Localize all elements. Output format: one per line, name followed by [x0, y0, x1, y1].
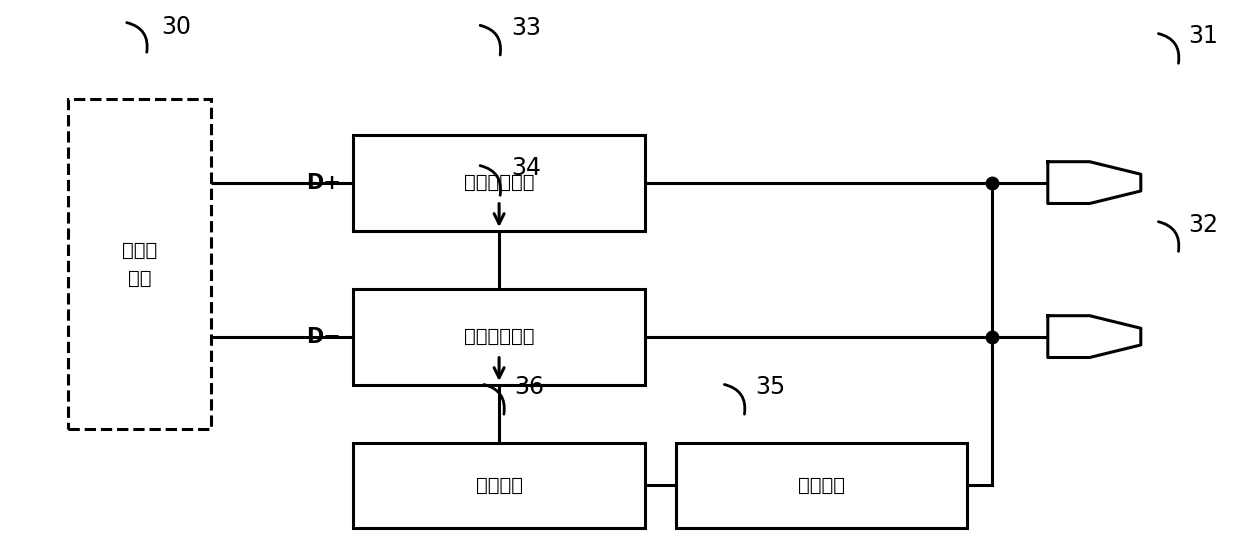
Text: 可调电阱网络: 可调电阱网络	[464, 327, 534, 346]
Text: 36: 36	[515, 375, 544, 399]
Text: 比较电路: 比较电路	[799, 476, 844, 495]
Text: 30: 30	[161, 14, 191, 39]
Text: 传输器
芯片: 传输器 芯片	[122, 240, 157, 288]
Bar	[676, 443, 967, 528]
Bar	[353, 289, 645, 385]
Text: 34: 34	[511, 156, 541, 180]
Text: 35: 35	[755, 375, 785, 399]
Bar	[353, 443, 645, 528]
Polygon shape	[1048, 162, 1141, 204]
Text: D−: D−	[306, 327, 341, 346]
Text: 32: 32	[1188, 212, 1218, 236]
Polygon shape	[1048, 316, 1141, 358]
Text: 31: 31	[1188, 24, 1218, 48]
Text: 33: 33	[511, 15, 541, 40]
Bar	[68, 99, 211, 429]
Text: 可调电阱网络: 可调电阱网络	[464, 173, 534, 192]
Bar	[353, 135, 645, 231]
Text: 控制电路: 控制电路	[476, 476, 522, 495]
Text: D+: D+	[306, 173, 341, 192]
